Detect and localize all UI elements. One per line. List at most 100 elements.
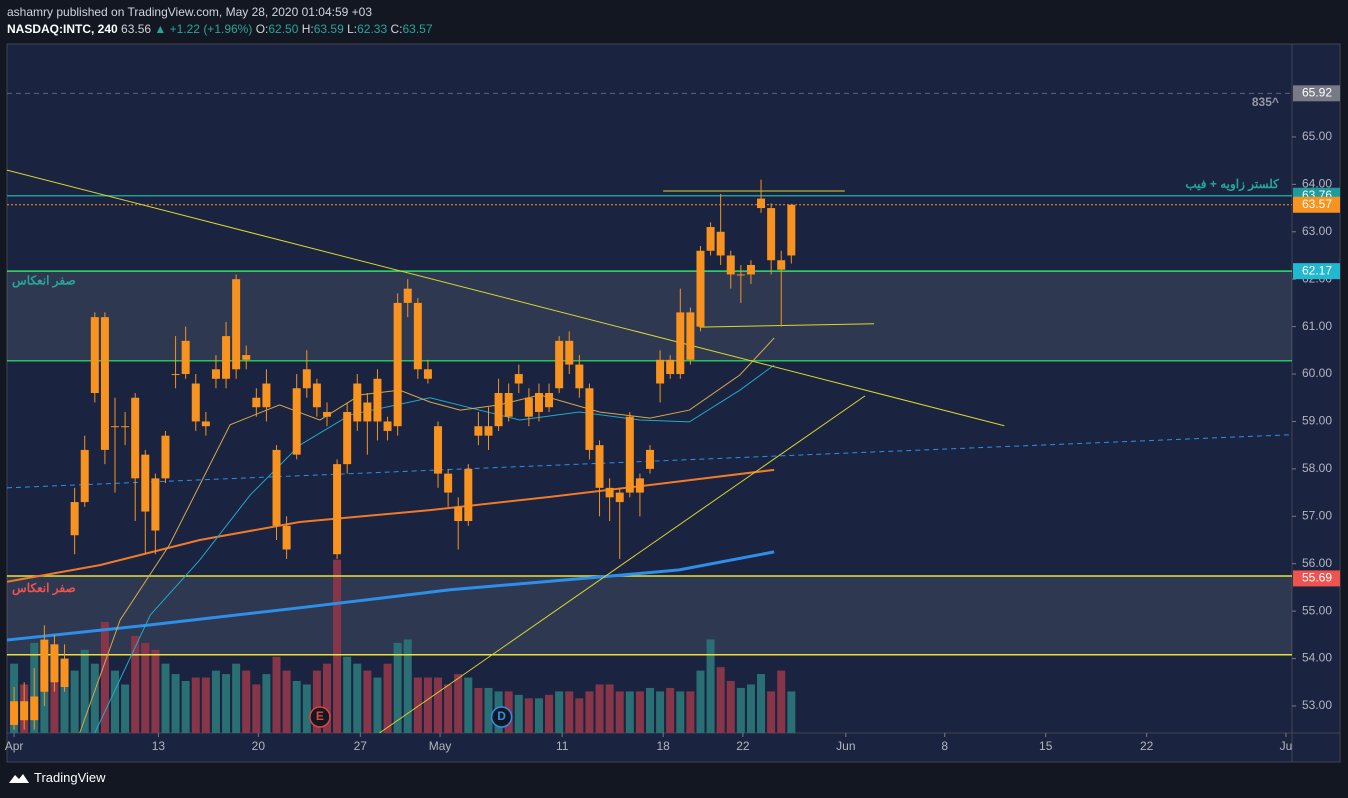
candle-body xyxy=(50,644,59,683)
candle-body xyxy=(403,288,412,303)
candle-body xyxy=(464,468,473,522)
volume-bar xyxy=(777,670,786,733)
candle-body xyxy=(524,397,533,417)
volume-bar xyxy=(454,674,463,733)
candle-body xyxy=(40,639,49,692)
ohlc-label: H: xyxy=(301,22,314,36)
candle-body xyxy=(615,492,624,503)
volume-bar xyxy=(545,694,554,733)
candle-body xyxy=(80,449,89,503)
y-tick-label: 60.00 xyxy=(1302,366,1332,380)
ohlc-value: 63.57 xyxy=(402,22,433,36)
line xyxy=(79,337,775,733)
volume-bar xyxy=(161,663,170,733)
volume-bar xyxy=(484,687,493,733)
volume-bar xyxy=(635,691,644,733)
volume-bar xyxy=(131,635,140,733)
candle-body xyxy=(111,426,120,428)
plot: 835^ کلستر زاویه + فیب صفر انعکاس صفر انعکا… xyxy=(7,92,1292,733)
publish-line: ashamry published on TradingView.com, Ma… xyxy=(7,5,373,19)
candle-body xyxy=(434,426,443,474)
candle-body xyxy=(757,198,766,209)
candle-body xyxy=(545,393,554,408)
price-tag xyxy=(1293,85,1340,102)
candle-body xyxy=(363,402,372,422)
volume-bar xyxy=(706,639,715,733)
event-label: D xyxy=(497,709,506,723)
candle-body xyxy=(100,317,109,450)
candle-body xyxy=(292,388,301,455)
candle-body xyxy=(10,701,19,725)
axes: 53.00 54.00 55.00 56.00 57.00 58.00 59.00 60.00… xyxy=(5,85,1340,753)
volume-bar xyxy=(70,670,79,733)
volume-bar xyxy=(322,663,331,733)
volume-bar xyxy=(181,681,190,733)
candle-body xyxy=(262,383,271,408)
volume-bar xyxy=(353,663,362,733)
candle-body xyxy=(666,359,675,375)
candle-body xyxy=(181,340,190,375)
volume-bar xyxy=(222,674,231,733)
ohlc-label: L: xyxy=(347,22,358,36)
line xyxy=(379,395,866,733)
x-tick-label: Jun xyxy=(836,739,855,753)
volume-bar xyxy=(423,677,432,733)
volume-bar xyxy=(201,677,210,733)
volume-bar xyxy=(646,687,655,733)
volume-bar xyxy=(524,698,533,733)
candle-body xyxy=(696,250,705,327)
y-tick-label: 53.00 xyxy=(1302,698,1332,712)
volume-bar xyxy=(555,691,564,733)
volume-bar xyxy=(625,691,634,733)
candle-body xyxy=(726,255,735,275)
price-tag xyxy=(1293,263,1340,280)
volume-bar xyxy=(60,663,69,733)
volume-bar xyxy=(302,684,311,733)
volume-bar xyxy=(575,698,584,733)
candle-body xyxy=(70,502,79,536)
candle-body xyxy=(474,426,483,436)
brand: TradingView xyxy=(34,770,106,785)
volume-bar xyxy=(585,691,594,733)
candle-body xyxy=(272,449,281,526)
candle-body xyxy=(30,696,39,721)
volume-bar xyxy=(121,684,130,733)
candle-body xyxy=(373,378,382,422)
x-tick-label: 22 xyxy=(1140,739,1154,753)
candle-body xyxy=(131,397,140,479)
candle-body xyxy=(302,369,311,389)
candle-body xyxy=(60,658,69,688)
volume-bar xyxy=(413,677,422,733)
volume-bar xyxy=(191,677,200,733)
volume-bar xyxy=(363,670,372,733)
candle-body xyxy=(312,383,321,408)
candle-body xyxy=(787,204,796,256)
price-tag-label: 62.17 xyxy=(1302,263,1332,277)
y-tick-label: 56.00 xyxy=(1302,556,1332,570)
ohlc-label: C: xyxy=(390,22,403,36)
event-label: E xyxy=(316,709,324,723)
candle-body xyxy=(232,279,241,370)
price-tag-label: 63.57 xyxy=(1302,197,1332,211)
x-tick-label: 13 xyxy=(152,739,166,753)
symbol-line: NASDAQ:INTC, 240 63.56 ▲ +1.22 (+1.96%) … xyxy=(7,21,433,38)
volume-bar xyxy=(151,649,160,733)
candle-body xyxy=(767,208,776,261)
x-tick-label: Apr xyxy=(5,739,24,753)
line xyxy=(7,550,775,642)
volume-bar xyxy=(464,677,473,733)
candle-body xyxy=(454,506,463,522)
price-tag-label: 65.92 xyxy=(1302,85,1332,99)
candle-body xyxy=(686,312,695,360)
candle-body xyxy=(494,393,503,427)
event-marker xyxy=(309,706,331,728)
line xyxy=(7,169,1005,427)
ohlc: O:62.50 H:63.59 L:62.33 C:63.57 xyxy=(256,22,433,36)
volume-bar xyxy=(282,670,291,733)
candle-body xyxy=(90,317,99,394)
candle-body xyxy=(706,227,715,251)
candle-body xyxy=(534,393,543,412)
candle-body xyxy=(171,374,180,376)
annotation: 835^ xyxy=(1252,95,1279,109)
